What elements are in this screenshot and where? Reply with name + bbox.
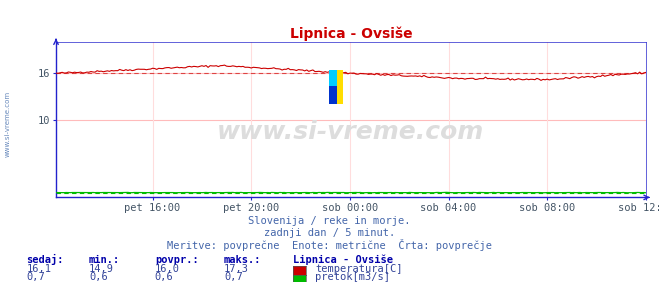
- Text: 16,0: 16,0: [155, 264, 180, 274]
- FancyBboxPatch shape: [329, 70, 337, 104]
- Text: temperatura[C]: temperatura[C]: [315, 264, 403, 274]
- Text: 0,7: 0,7: [26, 272, 45, 282]
- FancyBboxPatch shape: [329, 70, 343, 104]
- Text: maks.:: maks.:: [224, 255, 262, 265]
- Text: 14,9: 14,9: [89, 264, 114, 274]
- Text: www.si-vreme.com: www.si-vreme.com: [5, 91, 11, 157]
- Title: Lipnica - Ovsiše: Lipnica - Ovsiše: [289, 27, 413, 41]
- Text: 0,7: 0,7: [224, 272, 243, 282]
- Text: 16,1: 16,1: [26, 264, 51, 274]
- Text: 17,3: 17,3: [224, 264, 249, 274]
- Text: 0,6: 0,6: [89, 272, 107, 282]
- Text: zadnji dan / 5 minut.: zadnji dan / 5 minut.: [264, 228, 395, 238]
- Text: min.:: min.:: [89, 255, 120, 265]
- Text: povpr.:: povpr.:: [155, 255, 198, 265]
- Text: Slovenija / reke in morje.: Slovenija / reke in morje.: [248, 216, 411, 226]
- Text: www.si-vreme.com: www.si-vreme.com: [217, 120, 484, 144]
- FancyBboxPatch shape: [329, 70, 337, 86]
- Text: Lipnica - Ovsiše: Lipnica - Ovsiše: [293, 254, 393, 265]
- Text: Meritve: povprečne  Enote: metrične  Črta: povprečje: Meritve: povprečne Enote: metrične Črta:…: [167, 239, 492, 251]
- Text: sedaj:: sedaj:: [26, 254, 64, 265]
- Text: 0,6: 0,6: [155, 272, 173, 282]
- Text: pretok[m3/s]: pretok[m3/s]: [315, 272, 390, 282]
